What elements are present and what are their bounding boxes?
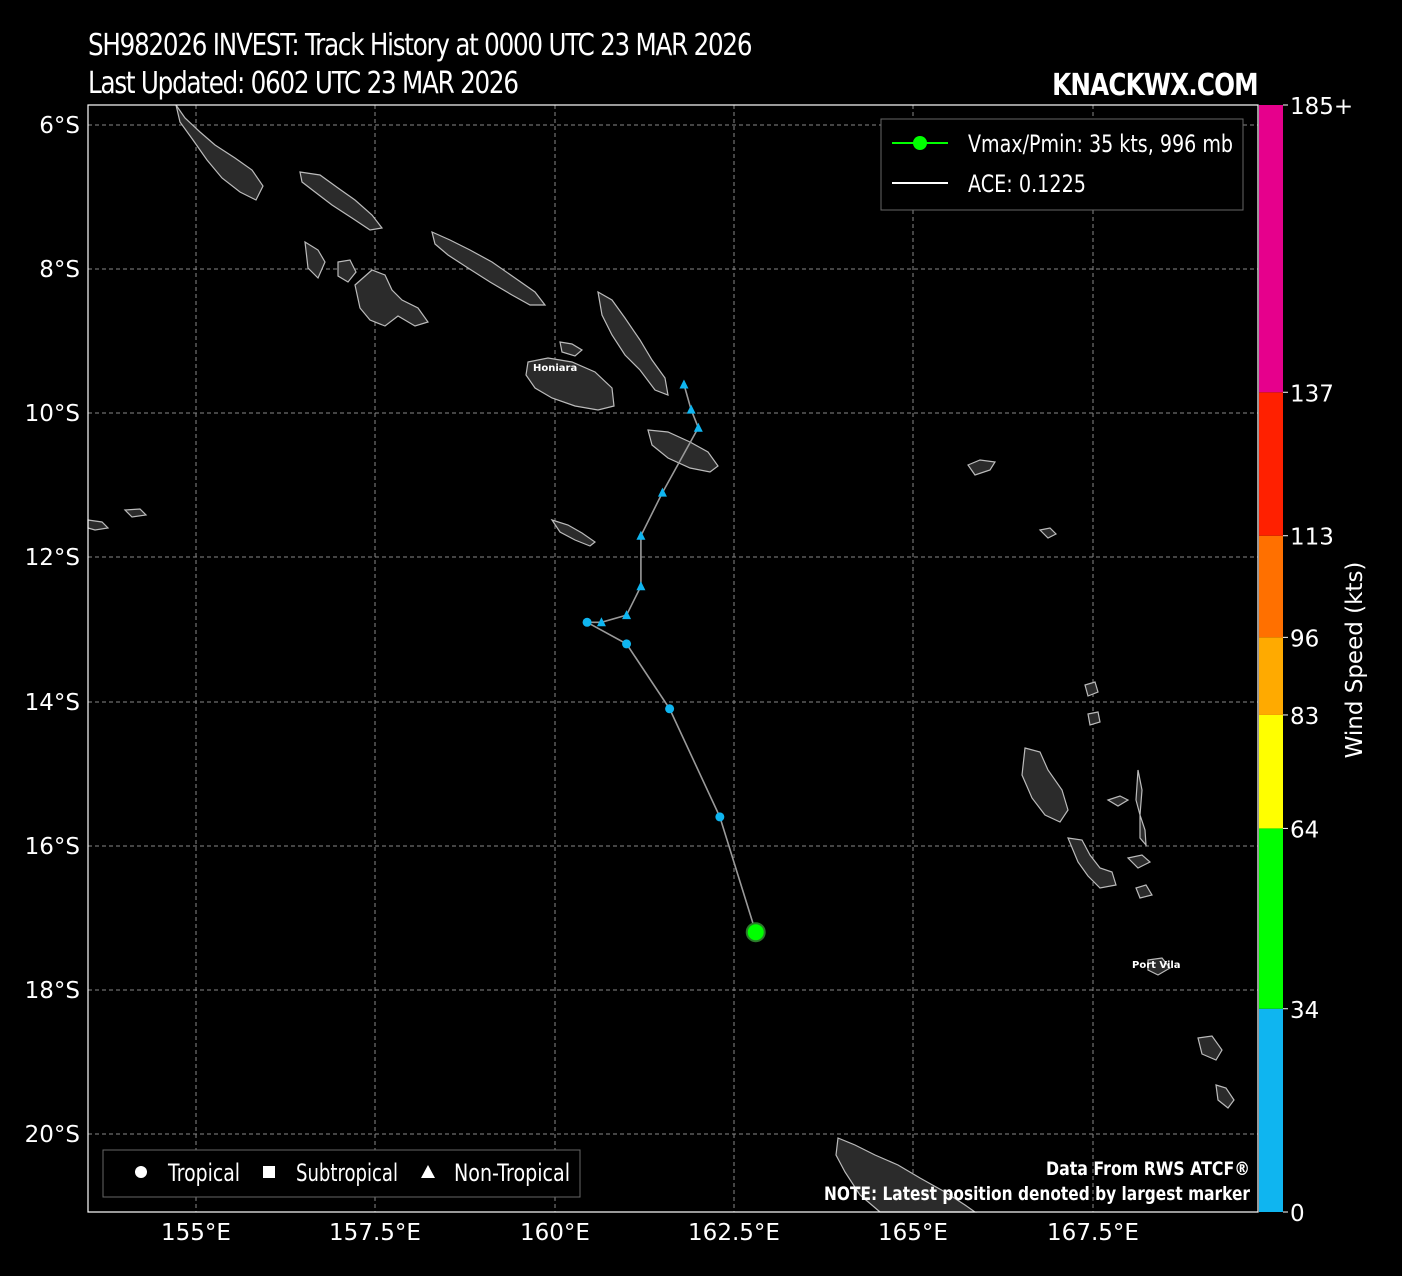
colorbar-segment (1259, 637, 1283, 715)
track-point-tropical (582, 617, 592, 627)
data-source-note: Data From RWS ATCF® (1046, 1158, 1250, 1180)
landmasses (87, 104, 1235, 1213)
lon-tick-167-5e: 167.5°E (1047, 1220, 1139, 1246)
colorbar-segment (1259, 714, 1283, 829)
track-point-nontropical (657, 487, 667, 497)
choiseul-island (299, 171, 384, 231)
ace-label: ACE: 0.1225 (968, 170, 1086, 198)
chart-title: SH982026 INVEST: Track History at 0000 U… (88, 28, 753, 63)
lat-tick-16s: 16°S (25, 834, 80, 860)
rennell-island (550, 518, 597, 547)
track-point-tropical (665, 704, 675, 714)
nontropical-legend-label: Non-Tropical (454, 1159, 570, 1187)
makira-island (647, 429, 719, 473)
lon-tick-155e: 155°E (161, 1220, 231, 1246)
colorbar-label: Wind Speed (kts) (1342, 562, 1368, 759)
colorbar-tick-label: 96 (1290, 626, 1319, 652)
santa-isabel-island (431, 230, 547, 306)
lat-tick-6s: 6°S (39, 113, 80, 139)
brand-logo-text: KNACKWX.COM (1052, 68, 1258, 103)
track-point-tropical (715, 812, 725, 822)
lon-tick-162-5e: 162.5°E (688, 1220, 780, 1246)
bougainville-island (175, 104, 264, 201)
erromango-island (1197, 1035, 1223, 1061)
lon-tick-157-5e: 157.5°E (329, 1220, 421, 1246)
nontropical-legend-marker (421, 1165, 435, 1178)
rossel-island (123, 508, 148, 518)
latitude-axis: 6°S 8°S 10°S 12°S 14°S 16°S 18°S 20°S (25, 113, 80, 1148)
epi-island (1135, 884, 1153, 899)
espiritu-santo-island (1021, 747, 1069, 823)
efate-island (1147, 957, 1171, 976)
storm-track (582, 379, 766, 943)
track-point-nontropical (636, 530, 646, 540)
colorbar-tick-label: 34 (1290, 998, 1319, 1024)
marker-type-legend: Tropical Subtropical Non-Tropical (102, 1149, 581, 1198)
port-vila-label: Port Vila (1132, 960, 1181, 971)
marker-legend-box (102, 1149, 581, 1198)
lat-tick-20s: 20°S (25, 1122, 80, 1148)
lat-tick-12s: 12°S (25, 545, 80, 571)
map-area (88, 105, 1258, 1212)
banks-islands (1087, 711, 1101, 726)
track-point-tropical (622, 639, 632, 649)
map-border (87, 104, 1259, 1213)
new-georgia-island (354, 269, 429, 327)
track-point-nontropical (596, 617, 606, 627)
lat-tick-8s: 8°S (39, 257, 80, 283)
last-updated-subtitle: Last Updated: 0602 UTC 23 MAR 2026 (88, 66, 519, 101)
intensity-legend: Vmax/Pmin: 35 kts, 996 mb ACE: 0.1225 (880, 118, 1244, 211)
colorbar-tick-label: 137 (1290, 381, 1334, 407)
longitude-axis: 155°E 157.5°E 160°E 162.5°E 165°E 167.5°… (161, 1220, 1139, 1246)
malaita-island (597, 290, 669, 396)
subtropical-legend-marker (263, 1166, 275, 1178)
tropical-legend-label: Tropical (167, 1159, 240, 1187)
latest-position-note: NOTE: Latest position denoted by largest… (824, 1183, 1251, 1205)
new-georgia-group (304, 240, 326, 280)
kolombangara-island (337, 259, 357, 283)
lon-tick-160e: 160°E (520, 1220, 590, 1246)
track-point-nontropical (693, 422, 703, 432)
florida-islands (559, 341, 584, 357)
honiara-label: Honiara (533, 363, 577, 374)
track-point-nontropical (679, 379, 689, 389)
lat-tick-18s: 18°S (25, 978, 80, 1004)
guadalcanal-island (525, 357, 615, 411)
wind-speed-colorbar (1259, 105, 1283, 1212)
colorbar-ticks: 0 34 64 83 96 113 137 185+ (1283, 94, 1353, 1227)
colorbar-tick-label: 83 (1290, 704, 1319, 730)
colorbar-segment (1259, 535, 1283, 638)
new-caledonia-island (835, 1137, 977, 1213)
subtropical-legend-label: Subtropical (296, 1159, 398, 1187)
colorbar-tick-label: 0 (1290, 1201, 1305, 1227)
santa-cruz-ndeni (967, 459, 997, 476)
track-point-nontropical (686, 404, 696, 414)
malakula-island (1067, 837, 1117, 889)
pentecost-island (1139, 814, 1147, 847)
track-point-nontropical (622, 610, 632, 620)
colorbar-tick-label: 185+ (1290, 94, 1353, 120)
colorbar-tick-label: 64 (1290, 817, 1319, 843)
ambrym-island (1126, 854, 1152, 869)
vmax-pmin-label: Vmax/Pmin: 35 kts, 996 mb (968, 130, 1233, 158)
lon-tick-165e: 165°E (878, 1220, 948, 1246)
lat-tick-10s: 10°S (25, 401, 80, 427)
lat-tick-14s: 14°S (25, 690, 80, 716)
latest-position-marker (745, 922, 766, 943)
vanikoro-island (1038, 527, 1058, 539)
colorbar-tick-label: 113 (1290, 525, 1334, 551)
legend-box (880, 118, 1244, 211)
track-point-nontropical (636, 581, 646, 591)
colorbar-segment (1259, 1008, 1283, 1212)
tropical-legend-marker (135, 1166, 147, 1178)
colorbar-segment (1259, 105, 1283, 393)
colorbar-segment (1259, 828, 1283, 1009)
colorbar-segment (1259, 392, 1283, 536)
vmax-legend-marker (913, 136, 927, 150)
torres-islands (1084, 681, 1099, 697)
tanna-island (1215, 1084, 1235, 1109)
ambae-island (1106, 795, 1130, 807)
